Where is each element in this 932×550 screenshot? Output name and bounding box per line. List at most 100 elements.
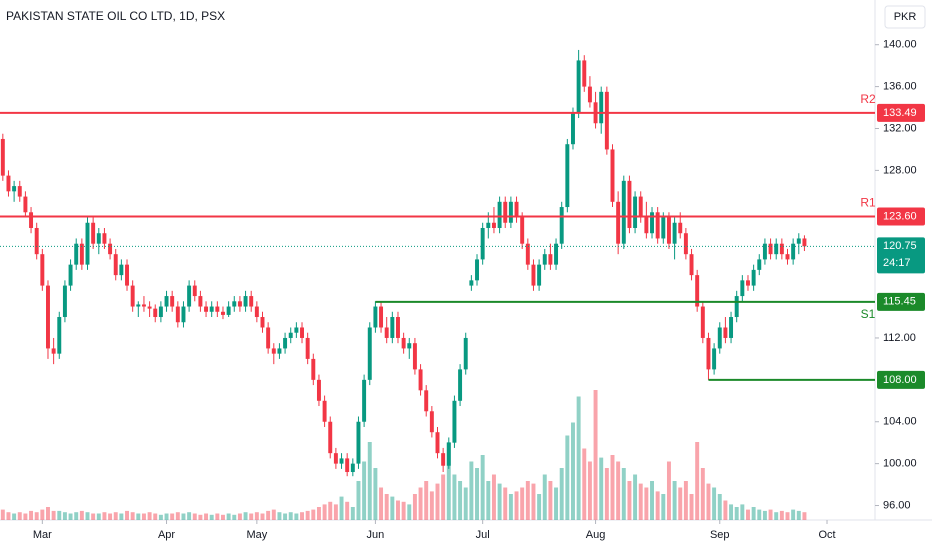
x-tick-label: Sep (710, 529, 730, 541)
volume-bar (791, 509, 796, 520)
volume-bar (23, 513, 28, 520)
candle-body (627, 180, 632, 228)
volume-bar (153, 513, 158, 520)
volume-bar (384, 494, 389, 520)
volume-bar (192, 513, 197, 520)
volume-bar (587, 461, 592, 520)
candle-body (260, 317, 265, 328)
volume-bar (695, 442, 700, 520)
currency-button[interactable] (884, 5, 926, 29)
volume-bar (254, 512, 259, 520)
candle-body (638, 196, 643, 218)
volume-bar (717, 494, 722, 520)
volume-bar (260, 513, 265, 520)
candle-body (678, 222, 683, 234)
candle-body (751, 269, 756, 286)
candle-body (74, 243, 79, 265)
volume-bar (700, 468, 705, 520)
candle-body (633, 196, 638, 228)
candle-body (700, 306, 705, 338)
x-tick-label: Jul (476, 529, 490, 541)
volume-bar (463, 487, 468, 520)
volume-bar (396, 500, 400, 520)
chart-title: PAKISTAN STATE OIL CO LTD, 1D, PSX (6, 9, 225, 23)
candle-body (288, 332, 293, 338)
volume-bar (125, 510, 129, 520)
candle-body (435, 432, 440, 454)
volume-bar (12, 513, 17, 520)
volume-bar (113, 512, 118, 520)
candle-body (559, 207, 564, 244)
candle-body (582, 60, 587, 87)
candle-body (158, 306, 163, 318)
volume-bar (277, 512, 282, 520)
volume-bar (666, 461, 671, 520)
volume-bar (249, 513, 254, 520)
candle-body (283, 337, 288, 349)
candle-body (396, 317, 400, 338)
volume-bar (158, 514, 163, 520)
candle-body (164, 296, 169, 307)
candle-body (322, 400, 327, 422)
volume-bar (683, 481, 688, 520)
volume-bar (373, 468, 378, 520)
volume-bar (119, 513, 124, 520)
candle-body (147, 306, 152, 309)
candle-body (520, 217, 525, 244)
candle-body (650, 212, 654, 234)
candle-body (486, 222, 491, 228)
volume-bar (644, 487, 649, 520)
candle-body (68, 264, 73, 286)
volume-bar (345, 501, 350, 520)
volume-bar (525, 481, 530, 520)
candle-body (384, 327, 389, 338)
volume-bar (661, 494, 666, 520)
volume-bar (305, 510, 310, 520)
volume-bar (0, 509, 5, 520)
candle-body (712, 348, 717, 370)
volume-bar (554, 487, 559, 520)
level-name: R1 (860, 196, 876, 210)
volume-bar (491, 474, 496, 520)
volume-bar (170, 513, 175, 520)
volume-bar (130, 512, 135, 520)
candle-body (79, 243, 84, 265)
volume-bar (356, 481, 361, 520)
volume-bar (141, 513, 146, 520)
volume-bar (316, 507, 321, 520)
volume-bar (559, 468, 564, 520)
volume-bar (379, 487, 384, 520)
candle-body (599, 91, 604, 124)
volume-bar (746, 509, 750, 520)
candle-body (463, 337, 468, 370)
x-tick-label: Mar (33, 529, 52, 541)
candle-body (802, 238, 807, 247)
candle-body (666, 217, 671, 244)
y-tick-label: 140.00 (883, 39, 917, 51)
candle-body (34, 227, 39, 255)
candle-body (723, 327, 728, 338)
candle-body (17, 186, 22, 197)
candle-body (424, 390, 429, 412)
candle-body (40, 254, 45, 286)
candle-body (661, 217, 666, 239)
volume-bar (796, 510, 801, 520)
volume-bar (475, 468, 479, 520)
volume-bar (232, 514, 237, 520)
candle-body (616, 201, 621, 244)
candle-body (339, 458, 344, 464)
volume-bar (542, 474, 547, 520)
candle-body (762, 243, 767, 260)
candle-body (226, 306, 231, 315)
candle-body (170, 296, 175, 307)
volume-bar (565, 435, 570, 520)
candle-body (113, 254, 118, 276)
volume-bar (51, 510, 56, 520)
volume-bar (774, 512, 779, 520)
currency-label: PKR (894, 11, 917, 23)
candle-body (390, 317, 395, 338)
volume-bar (266, 510, 271, 520)
volume-bar (537, 494, 542, 520)
